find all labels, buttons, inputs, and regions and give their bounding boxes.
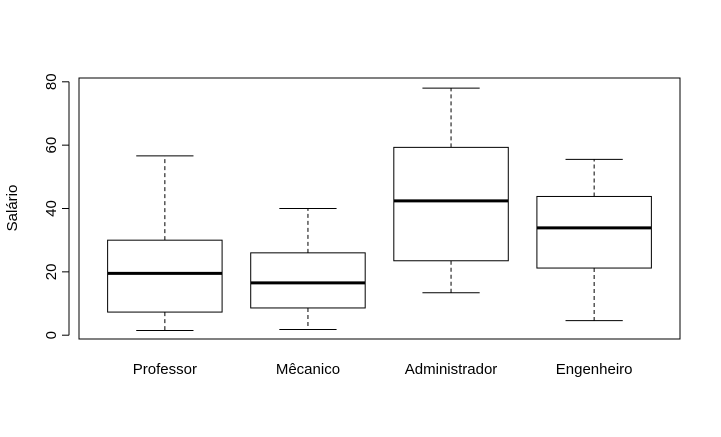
plot-frame — [78, 77, 681, 340]
y-tick-label: 0 — [43, 331, 60, 339]
x-tick-label: Professor — [133, 361, 197, 378]
box-group — [536, 158, 652, 322]
box-group — [393, 87, 509, 294]
y-axis: 0 20 40 60 80 — [43, 73, 70, 339]
y-tick-label: 20 — [43, 264, 60, 281]
y-tick-label: 60 — [43, 137, 60, 154]
y-axis-title: Salário — [4, 185, 21, 232]
boxes — [107, 87, 652, 331]
iqr-box — [536, 195, 652, 269]
box-group — [107, 155, 223, 331]
x-tick-label: Mêcanico — [276, 361, 340, 378]
y-tick-label: 80 — [43, 73, 60, 90]
x-tick-label: Engenheiro — [556, 361, 633, 378]
x-axis: Professor Mêcanico Administrador Engenheiro — [133, 361, 633, 378]
iqr-box — [107, 239, 223, 313]
box-group — [250, 208, 366, 330]
iqr-box — [250, 252, 366, 309]
iqr-box — [393, 146, 509, 262]
x-tick-label: Administrador — [405, 361, 498, 378]
y-tick-label: 40 — [43, 200, 60, 217]
